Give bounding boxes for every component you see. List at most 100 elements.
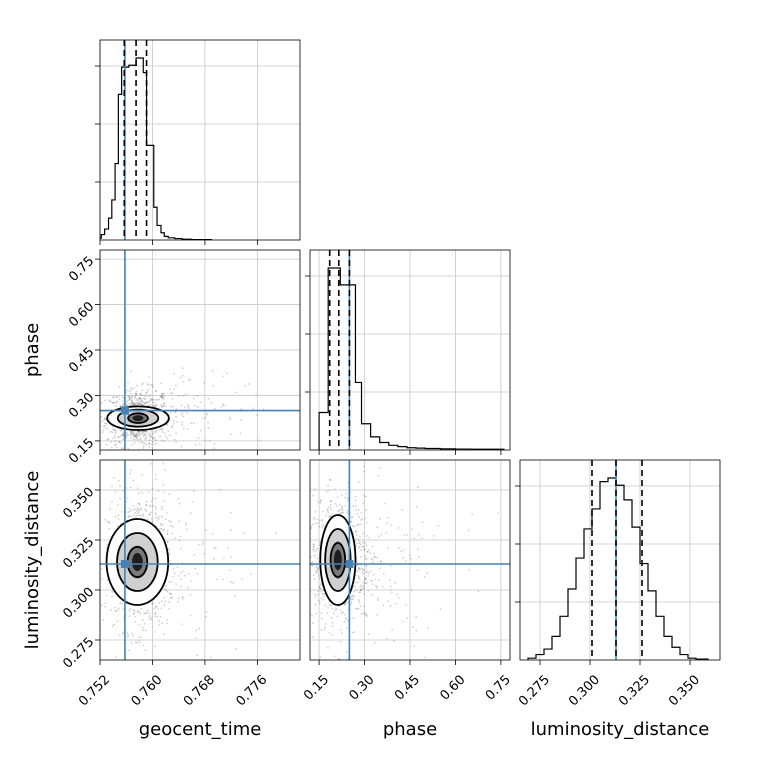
- scatter-point: [151, 441, 154, 443]
- scatter-point: [255, 393, 258, 396]
- scatter-point: [203, 381, 206, 384]
- scatter-point: [151, 520, 154, 523]
- scatter-point: [104, 418, 107, 420]
- scatter-point: [162, 499, 165, 502]
- scatter-point: [354, 499, 357, 502]
- scatter-point: [119, 602, 122, 605]
- scatter-point: [175, 583, 177, 585]
- scatter-point: [139, 514, 142, 517]
- scatter-point: [165, 512, 168, 514]
- scatter-point: [113, 623, 115, 626]
- scatter-point: [174, 411, 177, 413]
- scatter-point: [417, 548, 419, 551]
- scatter-point: [326, 508, 329, 511]
- scatter-point: [162, 392, 164, 395]
- scatter-point: [437, 524, 440, 527]
- scatter-point: [111, 595, 113, 598]
- scatter-point: [326, 490, 328, 493]
- scatter-point: [145, 437, 148, 440]
- scatter-point: [314, 593, 317, 596]
- scatter-point: [149, 399, 152, 402]
- scatter-point: [162, 523, 164, 526]
- scatter-point: [240, 418, 243, 421]
- scatter-point: [128, 507, 131, 510]
- scatter-point: [354, 607, 357, 610]
- scatter-point: [334, 488, 336, 491]
- scatter-point: [166, 532, 169, 535]
- scatter-point: [230, 581, 233, 583]
- x-tick-label: 0.752: [76, 672, 113, 709]
- scatter-point: [159, 395, 162, 397]
- x-tick-label: 0.350: [666, 672, 703, 709]
- scatter-point: [161, 516, 164, 518]
- scatter-point: [180, 623, 183, 625]
- scatter-point: [161, 395, 163, 398]
- scatter-point: [142, 430, 145, 433]
- scatter-point: [192, 397, 195, 400]
- scatter-point: [117, 436, 120, 438]
- scatter-point: [112, 401, 114, 404]
- scatter-point: [301, 575, 303, 577]
- scatter-point: [178, 575, 181, 577]
- x-tick-label: 0.275: [516, 672, 553, 709]
- scatter-point: [205, 412, 208, 415]
- histogram-steps: [527, 477, 709, 660]
- y-tick-label: 0.300: [60, 585, 97, 622]
- scatter-point: [108, 521, 110, 524]
- scatter-point: [130, 433, 132, 436]
- scatter-point: [145, 612, 148, 614]
- scatter-point: [150, 518, 153, 520]
- scatter-point: [144, 430, 147, 433]
- scatter-point: [134, 621, 137, 623]
- scatter-point: [354, 530, 357, 533]
- scatter-point: [360, 589, 362, 591]
- scatter-point: [365, 614, 368, 617]
- scatter-point: [346, 511, 349, 514]
- scatter-point: [160, 428, 163, 430]
- scatter-point: [357, 575, 360, 577]
- scatter-point: [186, 428, 189, 430]
- scatter-point: [164, 518, 167, 521]
- scatter-point: [161, 508, 164, 511]
- scatter-point: [342, 508, 344, 511]
- scatter-point: [128, 398, 131, 400]
- scatter-point: [385, 637, 388, 640]
- scatter-point: [185, 524, 187, 527]
- scatter-point: [153, 401, 156, 404]
- scatter-point: [360, 589, 362, 591]
- scatter-point: [310, 527, 313, 530]
- scatter-point: [181, 454, 183, 456]
- scatter-point: [313, 517, 316, 520]
- scatter-point: [433, 534, 435, 537]
- scatter-point: [275, 532, 278, 535]
- scatter-point: [136, 514, 139, 517]
- scatter-point: [180, 571, 183, 574]
- scatter-point: [194, 404, 197, 407]
- scatter-point: [163, 396, 166, 399]
- scatter-point: [412, 626, 414, 629]
- scatter-point: [304, 565, 306, 567]
- scatter-point: [137, 402, 139, 405]
- scatter-point: [114, 490, 117, 493]
- scatter-point: [158, 601, 161, 604]
- scatter-point: [178, 520, 181, 523]
- scatter-point: [138, 624, 141, 626]
- scatter-point: [320, 584, 323, 587]
- scatter-point: [364, 555, 366, 558]
- scatter-point: [173, 438, 176, 441]
- scatter-point: [125, 400, 128, 403]
- scatter-point: [136, 384, 139, 387]
- scatter-point: [143, 402, 146, 404]
- scatter-point: [131, 388, 134, 391]
- scatter-point: [155, 606, 158, 609]
- scatter-point: [182, 596, 184, 599]
- scatter-point: [345, 618, 347, 621]
- scatter-point: [205, 529, 207, 531]
- scatter-point: [130, 400, 133, 402]
- scatter-point: [147, 389, 149, 392]
- scatter-point: [358, 591, 361, 594]
- scatter-point: [121, 602, 123, 605]
- scatter-point: [137, 636, 140, 639]
- scatter-point: [126, 389, 129, 392]
- scatter-point: [169, 592, 172, 595]
